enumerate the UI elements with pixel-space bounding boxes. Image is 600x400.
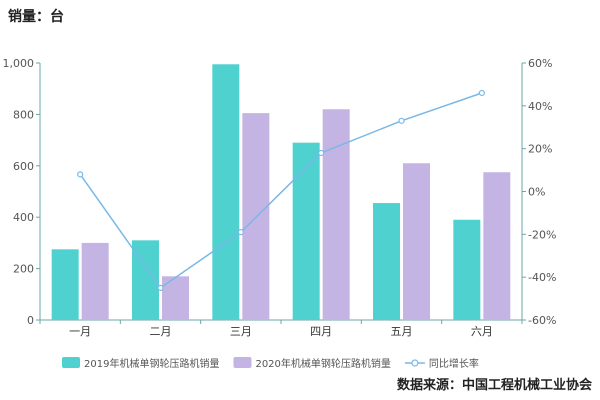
bar: [292, 142, 320, 320]
legend-label: 2020年机械单钢轮压路机销量: [255, 357, 390, 370]
x-tick-label: 五月: [391, 325, 413, 338]
chart-bars: [51, 64, 511, 321]
growth-point: [77, 171, 84, 178]
legend-swatch: [233, 357, 252, 368]
x-tick-label: 六月: [471, 325, 493, 338]
y-right-tick-label: 40%: [528, 100, 552, 113]
bar: [373, 203, 400, 320]
growth-point: [318, 149, 325, 157]
bar: [51, 249, 79, 320]
legend-swatch: [62, 357, 80, 368]
bar: [322, 109, 350, 320]
growth-point: [237, 229, 244, 236]
x-tick-label: 二月: [150, 325, 172, 338]
y-right-tick-label: -60%: [528, 314, 556, 327]
legend-label: 同比增长率: [429, 357, 479, 370]
bar: [212, 64, 240, 320]
bar: [81, 242, 109, 320]
y-right-tick-label: 60%: [528, 57, 552, 70]
growth-line-path: [79, 92, 483, 289]
y-left-tick-label: 200: [13, 263, 34, 276]
unit-label: 销量：台: [8, 9, 64, 25]
chart-legend: 2019年机械单钢轮压路机销量 2020年机械单钢轮压路机销量 同比增长率: [62, 357, 479, 370]
y-left-tick-label: 800: [13, 108, 34, 121]
growth-point: [157, 284, 164, 291]
growth-line: [77, 89, 485, 291]
x-tick-label: 一月: [69, 325, 91, 338]
x-tick-label: 三月: [230, 325, 252, 338]
legend-label: 2019年机械单钢轮压路机销量: [84, 357, 219, 370]
y-left-tick-label: 1,000: [3, 57, 35, 70]
bar: [403, 163, 430, 320]
x-tick-label: 四月: [310, 325, 332, 338]
y-right-tick-label: -20%: [528, 228, 556, 241]
y-left-tick-label: 0: [27, 314, 34, 327]
bar: [162, 276, 189, 320]
y-left-tick-label: 400: [13, 211, 34, 224]
legend-line-marker: [411, 359, 419, 367]
y-left-tick-label: 600: [13, 160, 34, 173]
growth-point: [398, 117, 405, 124]
source-label: 数据来源：中国工程机械工业协会: [396, 378, 592, 393]
y-right-tick-label: 0%: [528, 186, 545, 199]
growth-point: [478, 89, 485, 97]
y-right-tick-label: 20%: [528, 143, 552, 156]
bar: [453, 219, 481, 320]
y-right-tick-label: -40%: [528, 271, 556, 284]
chart-axes: 0 200 400 600 800 1,000 -60% -40% -20% 0% 20% 40% 60…: [3, 57, 557, 338]
bar: [483, 172, 511, 320]
